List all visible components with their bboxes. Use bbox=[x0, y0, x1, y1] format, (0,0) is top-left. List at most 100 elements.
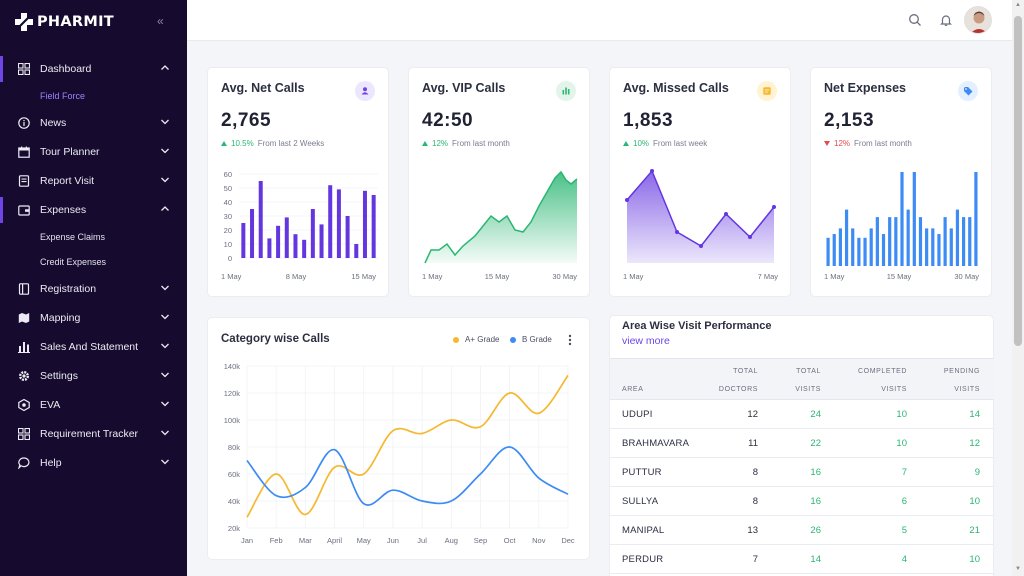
axis-tick-label: 1 May bbox=[221, 272, 242, 281]
stat-card-net-expenses: Net Expenses 2,153 12% From last month 1 May… bbox=[810, 67, 992, 297]
chart-bar bbox=[293, 234, 298, 258]
table-row[interactable]: PUTTUR 8 16 7 9 bbox=[610, 458, 994, 487]
sidebar-item-news[interactable]: News bbox=[0, 110, 187, 136]
total-visits-cell: 16 bbox=[810, 467, 821, 478]
sidebar-item-label: Dashboard bbox=[40, 63, 92, 75]
table-row[interactable]: SULLYA 8 16 6 10 bbox=[610, 487, 994, 516]
sidebar-item-requirement-tracker[interactable]: Requirement Tracker bbox=[0, 421, 187, 447]
collapse-sidebar-icon[interactable]: « bbox=[157, 14, 164, 28]
sidebar-item-tour-planner[interactable]: Tour Planner bbox=[0, 139, 187, 165]
chart-bar bbox=[310, 209, 315, 258]
scroll-up-icon[interactable]: ▲ bbox=[1015, 2, 1021, 8]
chevron-down-icon[interactable] bbox=[160, 283, 170, 293]
axis-tick-label: 1 May bbox=[422, 272, 443, 281]
view-more-link[interactable]: view more bbox=[622, 335, 670, 347]
chevron-up-icon[interactable] bbox=[160, 204, 170, 214]
legend-item-b-grade[interactable]: B Grade bbox=[510, 335, 552, 344]
chevron-up-icon[interactable] bbox=[160, 63, 170, 73]
column-header[interactable]: VISITS bbox=[954, 386, 980, 393]
stat-title: Avg. Net Calls bbox=[221, 81, 305, 95]
chevron-down-icon[interactable] bbox=[160, 399, 170, 409]
stat-card-avg-net-calls: Avg. Net Calls 2,765 10.5% From last 2 Week… bbox=[207, 67, 389, 297]
table-row[interactable]: BRAHMAVARA 11 22 10 12 bbox=[610, 429, 994, 458]
area-cell: MANIPAL bbox=[622, 525, 665, 536]
y-tick-label: 100k bbox=[224, 416, 241, 425]
stat-change-note: From last month bbox=[452, 139, 510, 148]
axis-tick-label: 30 May bbox=[954, 272, 979, 281]
chart-bar bbox=[863, 237, 867, 266]
chart-point bbox=[625, 198, 629, 202]
axis-tick-label: 30 May bbox=[552, 272, 577, 281]
trend-up-icon bbox=[221, 141, 227, 146]
axis-tick-label: 15 May bbox=[887, 272, 912, 281]
chevron-down-icon[interactable] bbox=[160, 312, 170, 322]
x-tick-label: Sep bbox=[474, 536, 487, 545]
chart-point bbox=[724, 212, 728, 216]
map-icon bbox=[18, 312, 30, 324]
sidebar-item-report-visit[interactable]: Report Visit bbox=[0, 168, 187, 194]
column-header[interactable]: COMPLETED bbox=[858, 368, 907, 375]
area-cell: UDUPI bbox=[622, 409, 653, 420]
sidebar-subitem-field-force[interactable]: Field Force bbox=[40, 91, 86, 101]
sidebar-subitem-expense-claims[interactable]: Expense Claims bbox=[40, 232, 106, 242]
sidebar-item-mapping[interactable]: Mapping bbox=[0, 305, 187, 331]
column-header[interactable]: PENDING bbox=[943, 368, 980, 375]
stat-value: 2,153 bbox=[824, 110, 875, 131]
sidebar-item-dashboard[interactable]: Dashboard bbox=[0, 56, 187, 82]
more-options-icon[interactable] bbox=[568, 333, 572, 346]
chevron-down-icon[interactable] bbox=[160, 175, 170, 185]
table-row[interactable]: MANIPAL 13 26 5 21 bbox=[610, 516, 994, 545]
table-row[interactable]: PERDUR 7 14 4 10 bbox=[610, 545, 994, 574]
legend-label: B Grade bbox=[522, 335, 552, 344]
sidebar-subitem-credit-expenses[interactable]: Credit Expenses bbox=[40, 257, 107, 267]
chevron-down-icon[interactable] bbox=[160, 117, 170, 127]
chart-bar bbox=[931, 228, 935, 266]
legend-item-a-grade[interactable]: A+ Grade bbox=[453, 335, 499, 344]
sidebar-item-eva[interactable]: EVA bbox=[0, 392, 187, 418]
chevron-down-icon[interactable] bbox=[160, 341, 170, 351]
chart-bar bbox=[345, 216, 350, 258]
column-header[interactable]: VISITS bbox=[881, 386, 907, 393]
table-row[interactable]: UDUPI 12 24 10 14 bbox=[610, 400, 994, 429]
chevron-down-icon[interactable] bbox=[160, 370, 170, 380]
chart-bar bbox=[943, 217, 947, 266]
chart-bar bbox=[962, 217, 966, 266]
scroll-thumb[interactable] bbox=[1014, 16, 1022, 346]
search-icon[interactable] bbox=[908, 13, 922, 27]
chevron-down-icon[interactable] bbox=[160, 428, 170, 438]
legend-label: A+ Grade bbox=[465, 335, 500, 344]
stat-change: 10% From last week bbox=[623, 139, 707, 148]
chart-bar bbox=[906, 209, 910, 266]
stat-title: Net Expenses bbox=[824, 81, 906, 95]
chart-bar bbox=[267, 238, 272, 258]
stat-title: Avg. VIP Calls bbox=[422, 81, 506, 95]
column-header[interactable]: DOCTORS bbox=[718, 386, 758, 393]
brand[interactable]: PHARMIT bbox=[14, 12, 114, 32]
column-header[interactable]: VISITS bbox=[795, 386, 821, 393]
x-tick-label: April bbox=[327, 536, 342, 545]
sidebar-item-help[interactable]: Help bbox=[0, 450, 187, 476]
page-scrollbar[interactable]: ▲ ▼ bbox=[1012, 0, 1024, 576]
chart-bar bbox=[851, 228, 855, 266]
sidebar-item-settings[interactable]: Settings bbox=[0, 363, 187, 389]
chevron-down-icon[interactable] bbox=[160, 146, 170, 156]
column-header[interactable]: TOTAL bbox=[733, 368, 758, 375]
chart-point bbox=[772, 205, 776, 209]
report-icon bbox=[18, 175, 30, 187]
column-header[interactable]: TOTAL bbox=[796, 368, 821, 375]
stat-change-note: From last 2 Weeks bbox=[257, 139, 325, 148]
sidebar-item-label: Expenses bbox=[40, 204, 87, 216]
chevron-down-icon[interactable] bbox=[160, 457, 170, 467]
x-tick-label: Dec bbox=[561, 536, 575, 545]
sidebar-item-registration[interactable]: Registration bbox=[0, 276, 187, 302]
axis-tick-label: 15 May bbox=[485, 272, 510, 281]
user-avatar[interactable] bbox=[964, 6, 992, 34]
scroll-down-icon[interactable]: ▼ bbox=[1015, 566, 1021, 572]
column-header[interactable]: AREA bbox=[622, 386, 644, 393]
sidebar-item-expenses[interactable]: Expenses bbox=[0, 197, 187, 223]
trend-up-icon bbox=[422, 141, 428, 146]
sidebar-item-sales-and-statement[interactable]: Sales And Statement bbox=[0, 334, 187, 360]
bell-icon[interactable] bbox=[939, 13, 953, 27]
completed-visits-cell: 6 bbox=[901, 496, 907, 507]
